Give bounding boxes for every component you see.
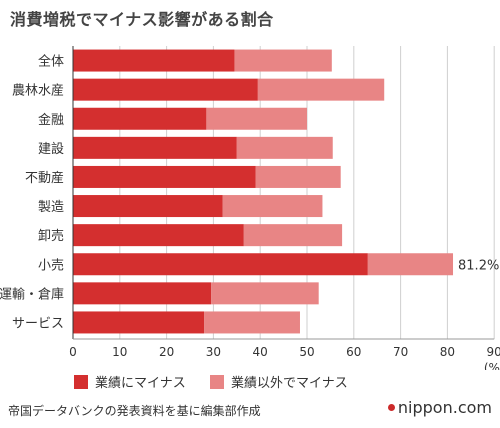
bar-1-2 [73,107,207,130]
x-tick-label: 80 [440,345,455,359]
bar-2-3 [236,136,333,159]
bar-1-5 [73,195,223,218]
bar-1-3 [73,136,237,159]
x-tick-label: 90 [487,345,500,359]
bar-2-8 [211,282,319,305]
category-label: 卸売 [38,228,64,244]
category-label: 建設 [38,141,64,157]
bar-2-4 [255,165,341,188]
category-label: 製造 [38,200,64,215]
bar-1-7 [73,253,368,276]
legend-label-series-1: 業績にマイナス [95,376,186,391]
category-label: 全体 [38,54,64,70]
bar-2-9 [204,311,300,334]
legend-swatch-series-1 [74,375,88,389]
bar-1-9 [73,311,205,334]
bar-1-6 [73,224,244,247]
x-tick-label: 50 [299,345,314,359]
bar-2-2 [206,107,307,130]
bar-1-1 [73,78,258,101]
x-tick-label: 0 [69,345,77,359]
bar-2-0 [234,49,332,72]
bar-2-6 [243,224,343,247]
x-tick-label: 10 [112,345,127,359]
brand-text: nippon.com [397,398,492,417]
category-label: 金融 [38,112,64,128]
chart-title: 消費増税でマイナス影響がある割合 [10,10,274,29]
legend-label-series-2: 業績以外でマイナス [231,376,348,391]
bar-1-0 [73,49,235,72]
legend-item-series-1: 業績にマイナス [74,372,186,391]
category-label: サービス [12,316,64,331]
x-tick-label: 30 [206,345,221,359]
bar-2-5 [222,195,323,218]
data-label-total: 81.2% [458,258,499,273]
x-tick-label: 40 [253,345,268,359]
bar-1-4 [73,165,256,188]
category-label: 小売 [38,257,64,273]
brand-dot-icon [387,404,395,411]
x-tick-label: 70 [393,345,408,359]
bar-2-1 [257,78,385,101]
category-label: 不動産 [25,170,64,186]
source-note: 帝国データバンクの発表資料を基に編集部作成 [8,404,261,418]
category-label: 運輸・倉庫 [0,287,64,302]
x-axis-unit: (%) [484,361,500,370]
legend-swatch-series-2 [210,375,224,389]
category-label: 農林水産 [12,83,64,99]
x-tick-label: 60 [346,345,361,359]
bar-1-8 [73,282,212,305]
x-tick-label: 20 [159,345,174,359]
legend-item-series-2: 業績以外でマイナス [210,372,348,391]
bar-2-7 [367,253,454,276]
brand-logo: nippon.com [387,398,492,417]
